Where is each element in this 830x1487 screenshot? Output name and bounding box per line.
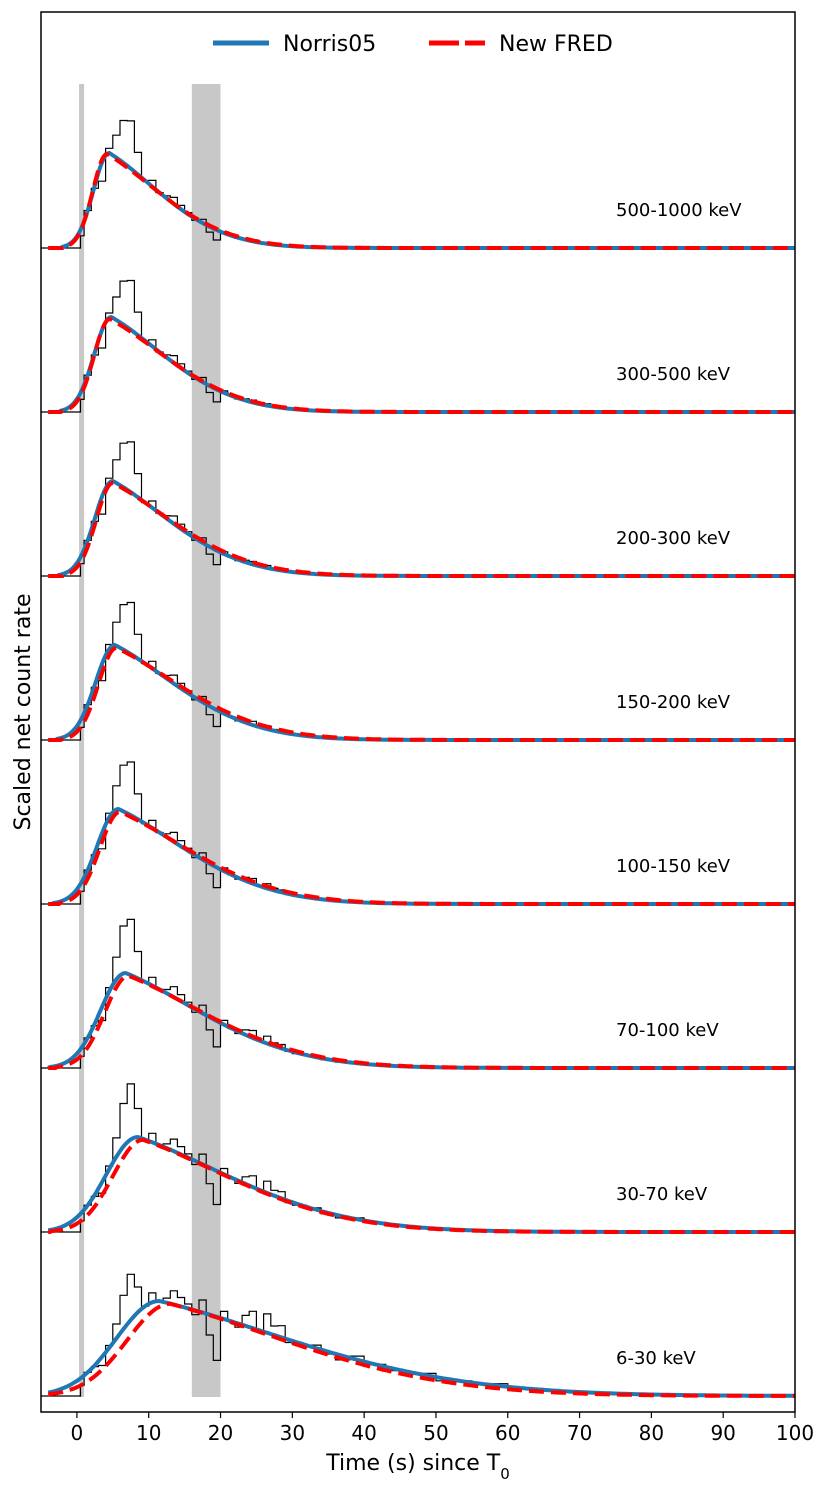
new-fred-curve-2 xyxy=(48,316,795,414)
panel-6-30-kev: 6-30 keV xyxy=(41,1273,796,1398)
histogram-5 xyxy=(41,761,795,905)
shaded-region-1 xyxy=(79,84,85,1397)
panel-200-300-kev: 200-300 keV xyxy=(41,441,795,578)
histogram-8 xyxy=(41,1273,795,1397)
band-label-5: 100-150 keV xyxy=(616,856,731,877)
band-panels: 500-1000 keV 300-500 keV 200-300 keV 150-20… xyxy=(41,119,796,1398)
x-axis: 0 10 20 30 40 50 60 70 80 90 100 xyxy=(71,1412,814,1445)
shaded-region-2 xyxy=(191,84,221,1397)
panel-30-70-kev: 30-70 keV xyxy=(41,1083,795,1234)
band-label-8: 6-30 keV xyxy=(616,1348,696,1369)
plot-frame xyxy=(40,11,796,1413)
x-tick-label-10: 10 xyxy=(136,1421,161,1445)
band-label-2: 300-500 keV xyxy=(616,364,731,385)
histogram-1 xyxy=(41,119,795,249)
histogram-7 xyxy=(41,1083,795,1233)
x-axis-label-subscript: 0 xyxy=(500,1465,510,1483)
new-fred-curve-6 xyxy=(48,974,795,1070)
band-label-6: 70-100 keV xyxy=(616,1020,719,1041)
legend: Norris05 New FRED xyxy=(213,32,613,57)
x-tick-label-30: 30 xyxy=(280,1421,305,1445)
panel-300-500-kev: 300-500 keV xyxy=(41,279,795,414)
x-tick-label-90: 90 xyxy=(710,1421,735,1445)
band-label-3: 200-300 keV xyxy=(616,528,731,549)
x-tick-label-50: 50 xyxy=(423,1421,448,1445)
x-tick-label-0: 0 xyxy=(71,1421,84,1445)
legend-label-1: Norris05 xyxy=(283,32,376,57)
band-label-7: 30-70 keV xyxy=(616,1184,708,1205)
new-fred-curve-1 xyxy=(48,152,795,250)
panel-150-200-kev: 150-200 keV xyxy=(41,601,795,742)
new-fred-curve-3 xyxy=(48,480,795,578)
x-tick-label-20: 20 xyxy=(208,1421,233,1445)
new-fred-curve-7 xyxy=(48,1138,795,1234)
x-tick-label-100: 100 xyxy=(776,1421,814,1445)
histogram-6 xyxy=(41,918,795,1069)
panel-100-150-kev: 100-150 keV xyxy=(41,761,795,906)
x-tick-label-70: 70 xyxy=(567,1421,592,1445)
x-tick-label-60: 60 xyxy=(495,1421,520,1445)
new-fred-curve-5 xyxy=(48,809,795,906)
band-label-1: 500-1000 keV xyxy=(616,200,742,221)
panel-70-100-kev: 70-100 keV xyxy=(41,918,795,1070)
x-tick-label-40: 40 xyxy=(351,1421,376,1445)
shaded-regions xyxy=(79,84,221,1397)
legend-label-2: New FRED xyxy=(499,32,613,57)
x-tick-label-80: 80 xyxy=(639,1421,664,1445)
x-axis-label: Time (s) since T0 xyxy=(325,1451,510,1483)
new-fred-curve-4 xyxy=(48,645,795,742)
y-axis-label: Scaled net count rate xyxy=(11,594,36,831)
panel-500-1000-kev: 500-1000 keV xyxy=(41,119,795,250)
band-label-4: 150-200 keV xyxy=(616,692,731,713)
x-axis-label-main: Time (s) since T xyxy=(325,1451,501,1476)
new-fred-curve-8 xyxy=(47,1301,795,1398)
